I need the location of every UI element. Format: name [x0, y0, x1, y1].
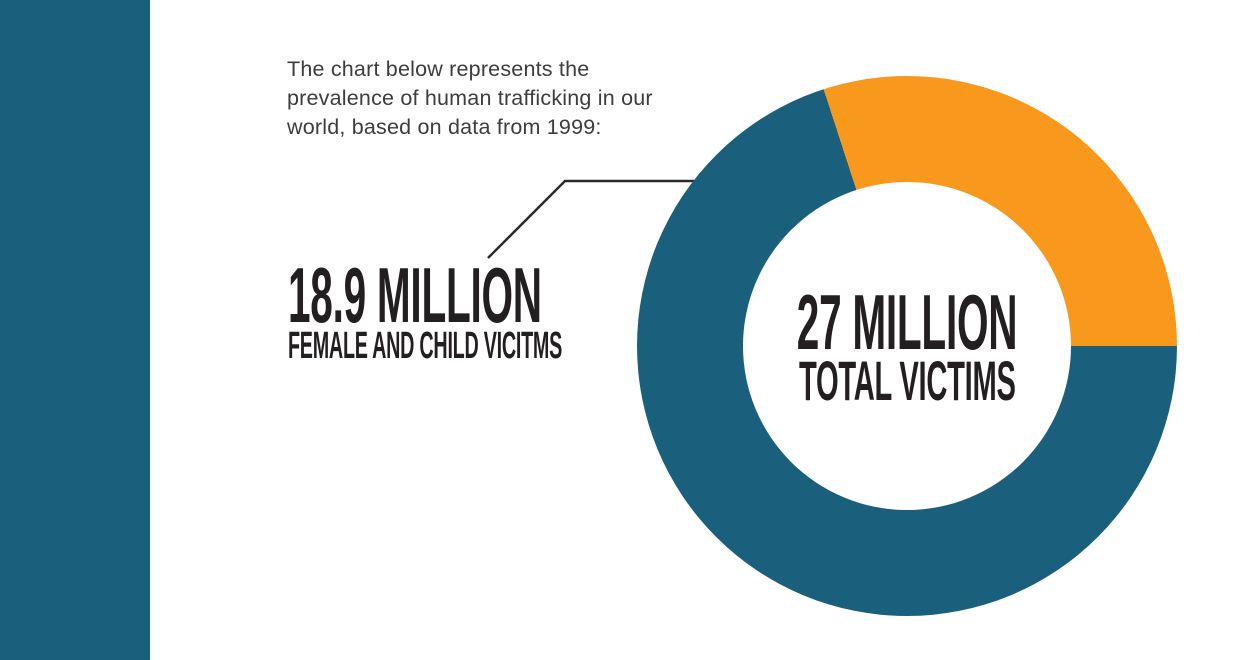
- donut-hole: 27 MILLION TOTAL VICTIMS: [743, 182, 1071, 510]
- connector-line: [487, 179, 702, 259]
- donut-chart: 27 MILLION TOTAL VICTIMS: [637, 76, 1177, 616]
- callout-stat: 18.9 MILLION FEMALE AND CHILD VICITMS: [288, 256, 815, 365]
- donut-center-label: TOTAL VICTIMS: [798, 349, 1016, 412]
- donut-center-value: 27 MILLION: [796, 278, 1018, 366]
- connector-polyline: [487, 179, 702, 259]
- callout-label: FEMALE AND CHILD VICITMS: [288, 325, 563, 367]
- callout-value: 18.9 MILLION: [288, 251, 542, 339]
- intro-text: The chart below represents the prevalenc…: [287, 57, 653, 139]
- sidebar-accent-bar: [0, 0, 150, 660]
